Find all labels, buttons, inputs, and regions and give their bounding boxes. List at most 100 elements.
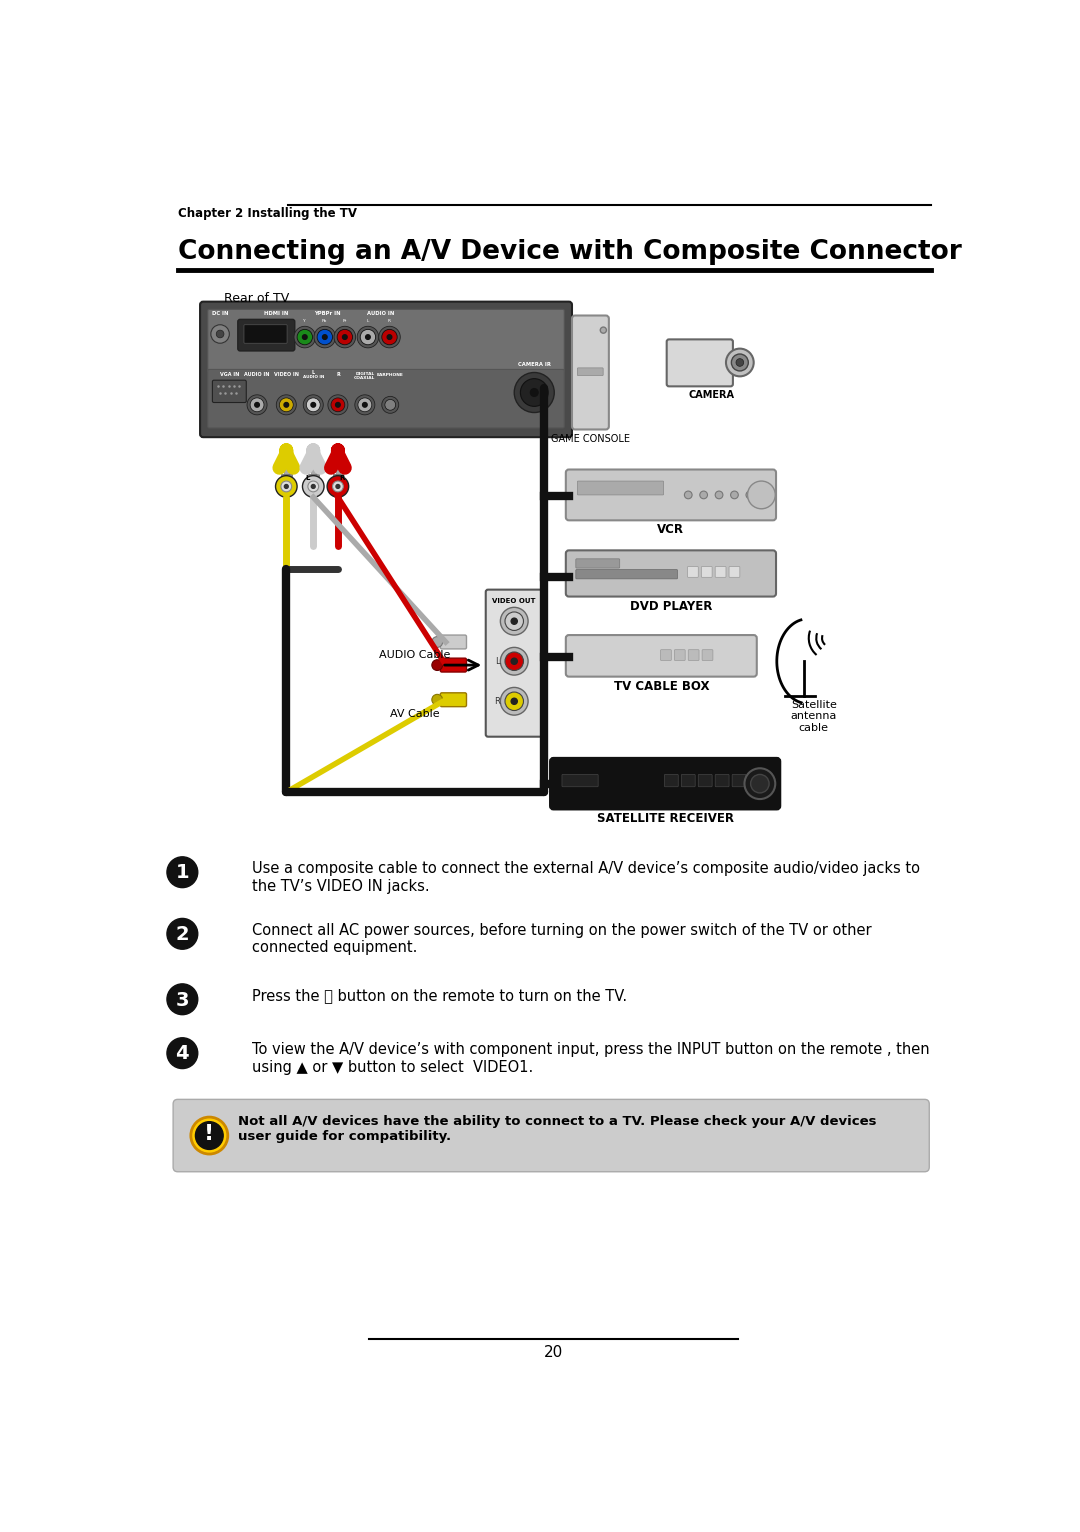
Circle shape: [284, 403, 288, 408]
Text: HDMI IN: HDMI IN: [265, 311, 288, 316]
Circle shape: [379, 326, 401, 348]
FancyBboxPatch shape: [688, 567, 699, 578]
FancyBboxPatch shape: [213, 380, 246, 403]
Text: AUDIO IN: AUDIO IN: [302, 375, 324, 378]
Text: R: R: [495, 697, 500, 706]
Text: Rear of TV: Rear of TV: [224, 291, 289, 305]
Circle shape: [361, 329, 376, 345]
Circle shape: [384, 400, 395, 411]
Circle shape: [500, 648, 528, 676]
Text: EARPHONE: EARPHONE: [377, 372, 404, 377]
Text: R: R: [339, 475, 345, 481]
Text: L: L: [312, 371, 315, 375]
Text: TV CABLE BOX: TV CABLE BOX: [613, 680, 710, 692]
Text: Not all A/V devices have the ability to connect to a TV. Please check your A/V d: Not all A/V devices have the ability to …: [238, 1115, 876, 1143]
Circle shape: [336, 403, 340, 408]
Text: Press the ⏻ button on the remote to turn on the TV.: Press the ⏻ button on the remote to turn…: [252, 988, 626, 1003]
Circle shape: [311, 484, 315, 489]
Text: Satellite
antenna
cable: Satellite antenna cable: [791, 700, 837, 732]
Circle shape: [216, 329, 224, 339]
FancyBboxPatch shape: [441, 692, 467, 706]
Text: Connecting an A/V Device with Composite Connector: Connecting an A/V Device with Composite …: [178, 239, 961, 265]
Text: 1: 1: [176, 864, 189, 882]
FancyBboxPatch shape: [578, 368, 603, 375]
Text: L: L: [305, 475, 309, 481]
FancyBboxPatch shape: [576, 570, 677, 579]
Text: COAXIAL: COAXIAL: [354, 377, 376, 380]
FancyBboxPatch shape: [284, 461, 288, 475]
Text: Connect all AC power sources, before turning on the power switch of the TV or ot: Connect all AC power sources, before tur…: [252, 924, 872, 956]
Circle shape: [747, 481, 775, 509]
Text: 20: 20: [544, 1345, 563, 1360]
FancyBboxPatch shape: [732, 775, 746, 787]
FancyBboxPatch shape: [661, 650, 672, 660]
Circle shape: [387, 336, 392, 340]
FancyBboxPatch shape: [441, 659, 467, 673]
FancyBboxPatch shape: [238, 319, 295, 351]
FancyBboxPatch shape: [566, 469, 777, 521]
Circle shape: [530, 389, 538, 397]
Circle shape: [330, 398, 345, 412]
FancyBboxPatch shape: [715, 567, 726, 578]
Circle shape: [511, 617, 517, 624]
FancyBboxPatch shape: [308, 473, 319, 481]
Circle shape: [685, 492, 692, 499]
Circle shape: [382, 397, 399, 414]
Circle shape: [247, 395, 267, 415]
Text: Use a composite cable to connect the external A/V device’s composite audio/video: Use a composite cable to connect the ext…: [252, 861, 920, 893]
Text: R: R: [336, 372, 340, 377]
FancyBboxPatch shape: [207, 369, 564, 427]
FancyBboxPatch shape: [729, 567, 740, 578]
Text: To view the A/V device’s with component input, press the INPUT button on the rem: To view the A/V device’s with component …: [252, 1042, 929, 1075]
FancyBboxPatch shape: [566, 636, 757, 677]
Text: DC IN: DC IN: [212, 311, 228, 316]
Text: Pr: Pr: [342, 319, 347, 323]
Circle shape: [511, 699, 517, 705]
Circle shape: [700, 492, 707, 499]
Circle shape: [731, 354, 748, 371]
Circle shape: [167, 1037, 198, 1069]
FancyBboxPatch shape: [674, 650, 685, 660]
FancyBboxPatch shape: [699, 775, 712, 787]
Circle shape: [308, 481, 319, 492]
Text: AV Cable: AV Cable: [390, 709, 440, 719]
Circle shape: [715, 492, 723, 499]
FancyBboxPatch shape: [281, 473, 292, 481]
Circle shape: [363, 403, 367, 408]
FancyBboxPatch shape: [576, 559, 620, 568]
Circle shape: [511, 659, 517, 665]
Circle shape: [307, 398, 320, 412]
Text: AUDIO IN: AUDIO IN: [244, 372, 270, 377]
Circle shape: [328, 395, 348, 415]
Circle shape: [280, 398, 294, 412]
Circle shape: [334, 326, 355, 348]
Circle shape: [167, 856, 198, 887]
Text: VGA IN: VGA IN: [219, 372, 239, 377]
FancyBboxPatch shape: [173, 1100, 929, 1172]
Text: 2: 2: [176, 925, 189, 944]
Text: R: R: [388, 319, 391, 323]
Circle shape: [342, 336, 347, 340]
Text: CAMERA: CAMERA: [688, 391, 734, 400]
Circle shape: [323, 336, 327, 340]
Circle shape: [505, 611, 524, 631]
FancyBboxPatch shape: [441, 636, 467, 650]
Circle shape: [382, 329, 397, 345]
Text: L: L: [495, 657, 500, 666]
FancyBboxPatch shape: [688, 650, 699, 660]
Circle shape: [357, 326, 379, 348]
Circle shape: [432, 637, 443, 648]
Circle shape: [251, 398, 264, 412]
FancyBboxPatch shape: [244, 325, 287, 343]
FancyBboxPatch shape: [486, 590, 543, 737]
Circle shape: [730, 492, 739, 499]
Circle shape: [255, 403, 259, 408]
Circle shape: [167, 984, 198, 1014]
Text: 4: 4: [176, 1045, 189, 1063]
Circle shape: [276, 395, 296, 415]
FancyBboxPatch shape: [562, 775, 598, 787]
Circle shape: [514, 372, 554, 412]
Text: !: !: [204, 1124, 214, 1144]
Circle shape: [600, 326, 607, 334]
Circle shape: [311, 403, 315, 408]
